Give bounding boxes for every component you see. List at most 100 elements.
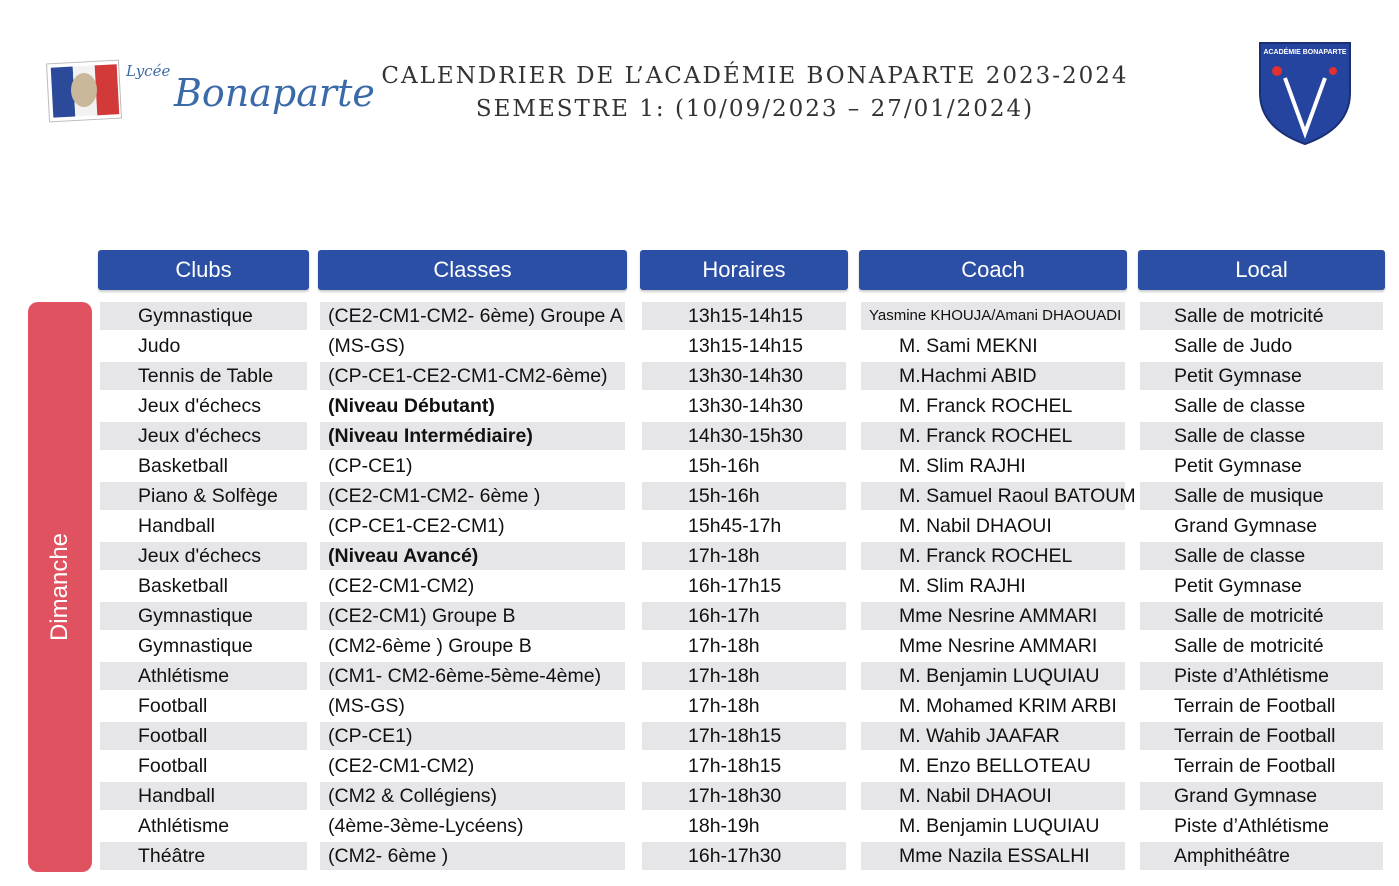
schedule-cell: 17h-18h15 <box>642 722 846 750</box>
coach-cell: M. Sami MEKNI <box>899 335 1038 357</box>
logo-small: Lycée <box>125 62 170 80</box>
club-cell: Gymnastique <box>100 602 307 630</box>
club-cell: Handball <box>100 782 307 810</box>
club-cell: Jeux d'échecs <box>138 395 261 417</box>
column-header: Horaires <box>640 250 848 290</box>
schedule-cell: 17h-18h30 <box>642 782 846 810</box>
coach-cell: M. Nabil DHAOUI <box>861 782 1125 810</box>
column-header: Classes <box>318 250 627 290</box>
classes-cell: (CP-CE1-CE2-CM1) <box>328 515 505 537</box>
location-cell: Salle de classe <box>1174 395 1306 417</box>
academy-badge: ACADÉMIE BONAPARTE <box>1259 42 1351 146</box>
coach-cell: M. Franck ROCHEL <box>861 422 1125 450</box>
location-cell: Petit Gymnase <box>1174 575 1302 597</box>
schedule-cell: 13h15-14h15 <box>642 302 846 330</box>
schedule-cell: 17h-18h15 <box>688 755 782 777</box>
location-cell: Salle de motricité <box>1174 635 1324 657</box>
coach-cell: M. Nabil DHAOUI <box>899 515 1052 537</box>
badge-icon <box>1272 66 1282 76</box>
classes-cell: (MS-GS) <box>328 695 405 717</box>
badge-icon <box>1329 67 1337 75</box>
portrait <box>71 73 97 107</box>
classes-cell: (CE2-CM1-CM2- 6ème ) <box>320 482 625 510</box>
schedule-cell: 13h30-14h30 <box>688 395 803 417</box>
classes-cell: (CM1- CM2-6ème-5ème-4ème) <box>320 662 625 690</box>
coach-cell: M. Franck ROCHEL <box>899 395 1073 417</box>
club-cell: Basketball <box>138 455 228 477</box>
location-cell: Grand Gymnase <box>1174 515 1318 537</box>
club-cell: Judo <box>138 335 181 357</box>
flag-blue <box>50 66 76 118</box>
column-header: Coach <box>859 250 1127 290</box>
coach-cell: M. Mohamed KRIM ARBI <box>899 695 1117 717</box>
location-cell: Salle de classe <box>1140 542 1383 570</box>
day-label-box: Dimanche <box>28 302 92 872</box>
classes-cell: (CP-CE1) <box>320 722 625 750</box>
location-cell: Petit Gymnase <box>1140 362 1383 390</box>
club-cell: Théâtre <box>100 842 307 870</box>
school-logo: Lycée Bonaparte <box>46 59 375 123</box>
location-cell: Petit Gymnase <box>1174 455 1302 477</box>
schedule-cell: 17h-18h <box>688 635 760 657</box>
schedule-cell: 16h-17h <box>642 602 846 630</box>
coach-cell: M. Enzo BELLOTEAU <box>899 755 1091 777</box>
badge-text: ACADÉMIE BONAPARTE <box>1263 47 1346 56</box>
club-cell: Tennis de Table <box>100 362 307 390</box>
coach-cell: M. Franck ROCHEL <box>861 542 1125 570</box>
classes-cell: (CM2-6ème ) Groupe B <box>328 635 532 657</box>
location-cell: Terrain de Football <box>1140 722 1383 750</box>
classes-cell: (CP-CE1-CE2-CM1-CM2-6ème) <box>320 362 625 390</box>
location-cell: Salle de classe <box>1140 422 1383 450</box>
schedule-cell: 17h-18h <box>642 662 846 690</box>
club-cell: Gymnastique <box>100 302 307 330</box>
coach-cell: Yasmine KHOUJA/Amani DHAOUADI <box>861 302 1125 330</box>
schedule-cell: 16h-17h30 <box>642 842 846 870</box>
schedule-cell: 15h45-17h <box>688 515 782 537</box>
classes-cell: (Niveau Avancé) <box>320 542 625 570</box>
coach-cell: M. Slim RAJHI <box>899 455 1026 477</box>
column-header: Local <box>1138 250 1385 290</box>
day-label: Dimanche <box>46 532 74 642</box>
classes-cell: (CM2- 6ème ) <box>320 842 625 870</box>
location-cell: Terrain de Football <box>1174 695 1336 717</box>
club-cell: Handball <box>138 515 215 537</box>
location-cell: Amphithéâtre <box>1140 842 1383 870</box>
location-cell: Grand Gymnase <box>1140 782 1383 810</box>
badge-v <box>1283 77 1327 139</box>
club-cell: Jeux d'échecs <box>100 422 307 450</box>
club-cell: Athlétisme <box>100 662 307 690</box>
schedule-cell: 13h30-14h30 <box>642 362 846 390</box>
day-band <box>28 302 92 872</box>
location-cell: Salle de motricité <box>1140 602 1383 630</box>
column-header: Clubs <box>98 250 309 290</box>
classes-cell: (CP-CE1) <box>328 455 413 477</box>
location-cell: Salle de musique <box>1140 482 1383 510</box>
schedule-cell: 13h15-14h15 <box>688 335 803 357</box>
schedule-cell: 16h-17h15 <box>688 575 782 597</box>
coach-cell: Mme Nazila ESSALHI <box>861 842 1125 870</box>
coach-cell: M. Benjamin LUQUIAU <box>899 815 1100 837</box>
coach-cell: Mme Nesrine AMMARI <box>861 602 1125 630</box>
location-cell: Piste d’Athlétisme <box>1174 815 1329 837</box>
club-cell: Football <box>138 755 208 777</box>
classes-cell: (Niveau Débutant) <box>328 395 495 417</box>
classes-cell: (CM2 & Collégiens) <box>320 782 625 810</box>
coach-cell: M. Benjamin LUQUIAU <box>861 662 1125 690</box>
schedule-cell: 17h-18h <box>688 695 760 717</box>
title-line1: CALENDRIER DE L’ACADÉMIE BONAPARTE 2023-… <box>381 63 1129 89</box>
classes-cell: (Niveau Intermédiaire) <box>320 422 625 450</box>
schedule-cell: 15h-16h <box>642 482 846 510</box>
classes-cell: (CE2-CM1-CM2) <box>328 755 475 777</box>
club-cell: Gymnastique <box>138 635 253 657</box>
club-cell: Basketball <box>138 575 228 597</box>
club-cell: Jeux d'échecs <box>100 542 307 570</box>
coach-cell: Mme Nesrine AMMARI <box>899 635 1098 657</box>
coach-cell: M. Slim RAJHI <box>899 575 1026 597</box>
classes-cell: (CE2-CM1) Groupe B <box>320 602 625 630</box>
shield <box>1259 42 1351 146</box>
club-cell: Piano & Solfège <box>100 482 307 510</box>
location-cell: Terrain de Football <box>1174 755 1336 777</box>
coach-cell: M.Hachmi ABID <box>861 362 1125 390</box>
title-line2: SEMESTRE 1: (10/09/2023 – 27/01/2024) <box>475 96 1035 122</box>
